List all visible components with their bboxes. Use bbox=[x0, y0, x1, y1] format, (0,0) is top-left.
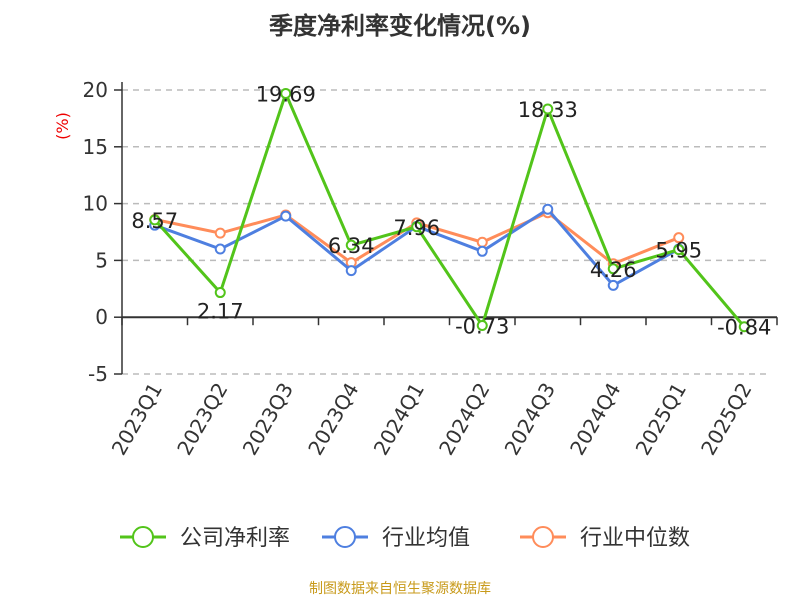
data-point bbox=[476, 319, 488, 331]
data-point bbox=[542, 103, 554, 115]
y-axis-label: (%) bbox=[53, 112, 72, 140]
data-point bbox=[738, 321, 750, 333]
data-label: 7.96 bbox=[393, 216, 440, 240]
x-tick-label: 2023Q3 bbox=[238, 379, 298, 460]
x-tick-label: 2025Q2 bbox=[696, 379, 756, 460]
data-point bbox=[476, 236, 488, 248]
data-point bbox=[607, 279, 619, 291]
y-tick-label: 20 bbox=[83, 78, 108, 102]
y-tick-label: 5 bbox=[95, 248, 108, 272]
data-point bbox=[411, 221, 423, 233]
x-tick-label: 2024Q1 bbox=[369, 379, 429, 460]
data-label: 5.95 bbox=[655, 239, 702, 263]
legend-marker bbox=[334, 526, 356, 548]
data-point bbox=[476, 245, 488, 257]
x-tick-label: 2023Q4 bbox=[303, 379, 363, 460]
x-tick-label: 2024Q2 bbox=[434, 379, 494, 460]
data-point bbox=[345, 265, 357, 277]
data-point bbox=[607, 263, 619, 275]
data-point bbox=[214, 243, 226, 255]
source-note: 制图数据来自恒生聚源数据库 bbox=[309, 581, 491, 597]
data-point bbox=[673, 232, 685, 244]
legend-label: 行业均值 bbox=[382, 526, 470, 551]
data-point bbox=[345, 239, 357, 251]
data-label: 6.34 bbox=[328, 234, 375, 258]
y-tick-label: -5 bbox=[88, 362, 108, 386]
data-point bbox=[280, 88, 292, 100]
data-label: 19.69 bbox=[256, 83, 316, 107]
series-line-0 bbox=[153, 89, 746, 329]
x-tick-label: 2025Q1 bbox=[631, 379, 691, 460]
data-point bbox=[214, 227, 226, 239]
x-tick-label: 2024Q3 bbox=[500, 379, 560, 460]
data-label: 2.17 bbox=[197, 300, 244, 324]
data-label: 8.57 bbox=[131, 209, 178, 233]
data-point bbox=[673, 244, 685, 256]
y-tick-label: 10 bbox=[83, 192, 108, 216]
legend-marker bbox=[532, 526, 554, 548]
y-tick-label: 15 bbox=[83, 135, 108, 159]
data-label: 4.26 bbox=[590, 258, 637, 282]
data-point bbox=[214, 287, 226, 299]
x-tick-label: 2023Q1 bbox=[107, 379, 167, 460]
data-point bbox=[149, 214, 161, 226]
legend-label: 公司净利率 bbox=[180, 526, 290, 551]
x-tick-label: 2024Q4 bbox=[565, 379, 625, 460]
data-label: -0.73 bbox=[455, 314, 509, 338]
chart-title: 季度净利率变化情况(%) bbox=[269, 12, 531, 40]
legend-label: 行业中位数 bbox=[580, 526, 690, 551]
legend-marker bbox=[132, 526, 154, 548]
data-label: -0.84 bbox=[717, 316, 771, 340]
data-point bbox=[542, 203, 554, 215]
y-tick-label: 0 bbox=[95, 305, 108, 329]
data-label: 18.33 bbox=[518, 98, 578, 122]
x-tick-label: 2023Q2 bbox=[172, 379, 232, 460]
data-point bbox=[280, 210, 292, 222]
